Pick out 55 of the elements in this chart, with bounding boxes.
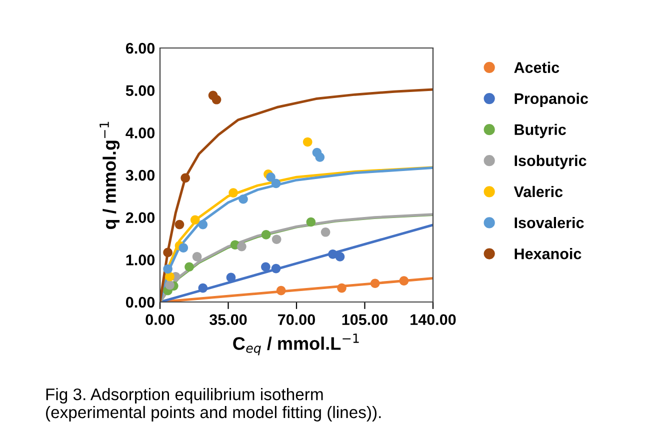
- x-tick-label: 140.00: [410, 314, 456, 326]
- point: [238, 194, 248, 204]
- point: [266, 172, 276, 182]
- point: [165, 272, 174, 282]
- point: [276, 286, 286, 296]
- point: [337, 283, 346, 293]
- point: [370, 278, 380, 288]
- point: [163, 248, 172, 258]
- point: [302, 137, 312, 147]
- point: [271, 178, 281, 188]
- point: [190, 215, 200, 225]
- legend-label: Valeric: [514, 186, 563, 198]
- x-tick-label: 35.00: [209, 314, 247, 326]
- point: [180, 173, 190, 183]
- legend-label: Hexanoic: [514, 248, 582, 260]
- point: [163, 264, 172, 274]
- y-tick-label: 4.00: [126, 128, 155, 138]
- point: [226, 272, 236, 282]
- y-tick-label: 1.00: [126, 254, 155, 266]
- point: [320, 227, 330, 237]
- point: [315, 152, 325, 162]
- point: [306, 217, 316, 227]
- point: [271, 264, 281, 274]
- point: [261, 262, 270, 272]
- caption: Fig 3. Adsorption equilibrium isotherm (experimental points and model fitting (lines)).: [46, 388, 381, 422]
- y-axis-title: q / mmol.g$^{−1}$: [100, 122, 120, 230]
- point: [237, 242, 246, 252]
- point: [335, 252, 345, 262]
- x-axis-title: C$_{eq}$ / mmol.L$^{−1}$: [233, 334, 359, 356]
- point: [178, 243, 188, 252]
- x-tick-label: 105.00: [342, 314, 388, 326]
- legend-label: Isobutyric: [514, 154, 586, 170]
- legend-label: Isovaleric: [514, 216, 584, 228]
- y-tick-label: 0.00: [126, 296, 155, 308]
- point: [272, 234, 282, 244]
- point: [228, 188, 238, 198]
- y-tick-label: 5.00: [126, 85, 155, 96]
- legend-label: Propanoic: [514, 92, 588, 108]
- legend-label: Acetic: [514, 62, 560, 73]
- point: [198, 283, 208, 293]
- point: [165, 280, 174, 290]
- x-tick-label: 0.00: [146, 314, 174, 326]
- y-tick-label: 2.00: [126, 212, 155, 224]
- point: [192, 252, 202, 262]
- point: [212, 94, 222, 104]
- y-tick-label: 3.00: [126, 170, 155, 181]
- x-tick-label: 70.00: [278, 314, 315, 326]
- point: [399, 276, 409, 286]
- point: [198, 220, 208, 230]
- y-tick-label: 6.00: [126, 42, 155, 54]
- point: [328, 250, 338, 259]
- point: [261, 230, 271, 240]
- legend-label: Butyric: [514, 124, 566, 138]
- point: [174, 220, 184, 230]
- point: [184, 262, 194, 272]
